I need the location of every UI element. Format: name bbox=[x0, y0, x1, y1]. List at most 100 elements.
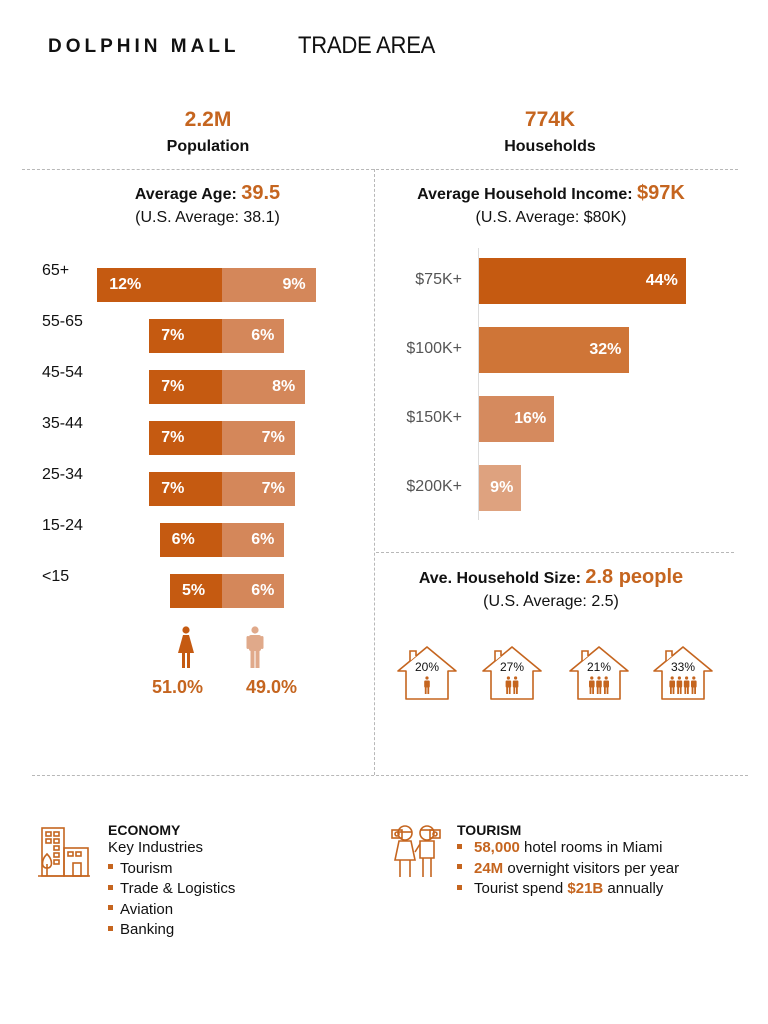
tourism-item-text: Tourist spend bbox=[474, 880, 568, 897]
house-icon: 27% bbox=[481, 644, 543, 700]
male-bar: 7% bbox=[222, 421, 295, 455]
female-bar: 6% bbox=[159, 523, 222, 557]
tourism-list: 58,000 hotel rooms in Miami 24M overnight… bbox=[457, 838, 679, 900]
tourism-list-item: 58,000 hotel rooms in Miami bbox=[457, 838, 679, 859]
economy-item-text: Tourism bbox=[120, 859, 173, 877]
population-label: Population bbox=[166, 138, 250, 155]
male-bar: 6% bbox=[222, 523, 285, 557]
tourism-item-text: annually bbox=[603, 880, 664, 897]
age-group-label: 55-65 bbox=[42, 313, 83, 330]
economy-block: ECONOMY Key Industries Tourism Trade & Lo… bbox=[108, 822, 235, 941]
bullet-icon bbox=[457, 864, 462, 870]
age-group-label: 65+ bbox=[42, 262, 70, 279]
male-percentage: 49.0% bbox=[246, 677, 298, 697]
tourism-item-highlight: 24M bbox=[474, 859, 504, 877]
female-bar: 7% bbox=[149, 421, 222, 455]
house-percentage: 33% bbox=[670, 660, 696, 674]
female-bar: 7% bbox=[149, 472, 222, 506]
tourism-list-item: Tourist spend $21B annually bbox=[457, 879, 679, 900]
tourists-icon bbox=[386, 822, 446, 882]
female-bar: 5% bbox=[170, 574, 222, 608]
bottom-divider bbox=[32, 775, 748, 776]
households-value: 774K bbox=[524, 108, 576, 131]
age-value: 39.5 bbox=[241, 182, 281, 204]
economy-list-item: Banking bbox=[108, 920, 235, 941]
male-figure-icon bbox=[245, 626, 265, 670]
bullet-icon bbox=[108, 884, 113, 890]
income-bracket-label: $75K+ bbox=[415, 271, 462, 288]
page-title: TRADE AREA bbox=[298, 32, 436, 59]
male-bar: 8% bbox=[222, 370, 306, 404]
economy-list-item: Tourism bbox=[108, 859, 235, 880]
income-bracket-label: $100K+ bbox=[406, 340, 462, 357]
center-divider bbox=[374, 169, 375, 775]
households-kpi: 774K Households bbox=[430, 108, 670, 156]
economy-title: ECONOMY bbox=[108, 822, 181, 838]
tourism-list-item: 24M overnight visitors per year bbox=[457, 859, 679, 880]
female-figure-icon bbox=[176, 626, 196, 670]
economy-item-text: Trade & Logistics bbox=[120, 880, 236, 897]
economy-subtitle: Key Industries bbox=[108, 839, 204, 856]
income-us-average: (U.S. Average: $80K) bbox=[475, 209, 627, 226]
age-group-label: 35-44 bbox=[42, 415, 83, 432]
income-bar: 44% bbox=[479, 258, 686, 304]
age-us-average: (U.S. Average: 38.1) bbox=[135, 209, 280, 226]
household-size-title-label: Ave. Household Size: bbox=[418, 570, 586, 587]
female-percentage: 51.0% bbox=[152, 677, 204, 697]
top-divider bbox=[22, 169, 738, 170]
economy-list-item: Aviation bbox=[108, 900, 235, 921]
house-percentage: 27% bbox=[499, 660, 525, 674]
households-label: Households bbox=[504, 138, 596, 155]
household-size-title: Ave. Household Size: 2.8 people bbox=[376, 566, 726, 589]
brand-logo: DOLPHIN MALL bbox=[48, 36, 240, 57]
income-header: Average Household Income: $97K (U.S. Ave… bbox=[376, 182, 726, 227]
income-value: $97K bbox=[637, 182, 685, 204]
household-size-value: 2.8 people bbox=[585, 566, 684, 588]
house-icon: 20% bbox=[396, 644, 458, 700]
house-icon: 33% bbox=[652, 644, 714, 700]
male-bar: 6% bbox=[222, 319, 285, 353]
age-group-label: 25-34 bbox=[42, 466, 83, 483]
income-bar: 16% bbox=[479, 396, 555, 442]
tourism-item-highlight: 58,000 bbox=[474, 839, 520, 856]
income-axis bbox=[478, 248, 479, 520]
male-bar: 9% bbox=[222, 268, 316, 302]
age-title-label: Average Age: bbox=[134, 186, 242, 203]
age-group-label: 15-24 bbox=[42, 517, 83, 534]
tourism-title: TOURISM bbox=[457, 822, 522, 838]
female-bar: 12% bbox=[97, 268, 222, 302]
bullet-icon bbox=[108, 905, 113, 911]
tourism-item-highlight: $21B bbox=[567, 880, 604, 897]
house-icon: 21% bbox=[568, 644, 630, 700]
male-bar: 7% bbox=[222, 472, 295, 506]
age-title: Average Age: 39.5 bbox=[40, 182, 375, 205]
bullet-icon bbox=[457, 884, 462, 890]
male-bar: 6% bbox=[222, 574, 285, 608]
population-kpi: 2.2M Population bbox=[88, 108, 328, 156]
bullet-icon bbox=[108, 864, 113, 870]
bullet-icon bbox=[457, 843, 462, 849]
bullet-icon bbox=[108, 925, 113, 931]
age-header: Average Age: 39.5 (U.S. Average: 38.1) bbox=[40, 182, 375, 227]
household-size-us-average: (U.S. Average: 2.5) bbox=[483, 593, 619, 610]
city-buildings-icon bbox=[38, 826, 90, 878]
house-percentage: 20% bbox=[414, 660, 440, 674]
population-value: 2.2M bbox=[184, 108, 232, 131]
tourism-block: TOURISM 58,000 hotel rooms in Miami 24M o… bbox=[457, 822, 679, 900]
economy-list-item: Trade & Logistics bbox=[108, 879, 235, 900]
income-divider bbox=[376, 552, 734, 553]
age-group-label: 45-54 bbox=[42, 364, 83, 381]
income-bracket-label: $200K+ bbox=[406, 478, 462, 495]
income-bar: 32% bbox=[479, 327, 630, 373]
tourism-item-text: overnight visitors per year bbox=[503, 859, 680, 877]
economy-list: Tourism Trade & Logistics Aviation Banking bbox=[108, 859, 235, 941]
female-bar: 7% bbox=[149, 370, 222, 404]
house-percentage: 21% bbox=[586, 660, 612, 674]
age-group-label: <15 bbox=[42, 568, 70, 585]
household-size-header: Ave. Household Size: 2.8 people (U.S. Av… bbox=[376, 566, 726, 611]
income-title-label: Average Household Income: bbox=[417, 186, 638, 203]
economy-item-text: Aviation bbox=[120, 900, 174, 918]
tourism-item-text: hotel rooms in Miami bbox=[519, 839, 663, 856]
age-chart: 65+ 12% 9% 55-65 7% 6% 45-54 7% 8% 35-44 7% 7% 25-34… bbox=[0, 0, 375, 620]
income-bracket-label: $150K+ bbox=[406, 409, 462, 426]
